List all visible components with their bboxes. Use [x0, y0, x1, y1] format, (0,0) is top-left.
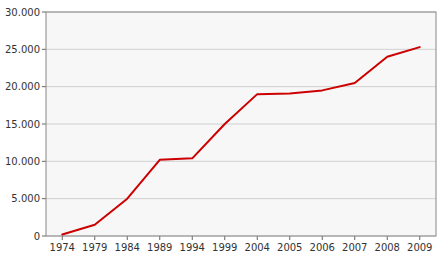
grid-line [46, 124, 436, 125]
x-tick-label: 1999 [212, 242, 237, 253]
x-tick-label: 2007 [342, 242, 367, 253]
x-tick-label: 1989 [147, 242, 172, 253]
x-tick [289, 236, 290, 240]
y-tick [42, 86, 46, 87]
chart-container: 0 5.000 10.000 15.000 20.000 25.000 30.000 1974… [0, 0, 448, 262]
x-tick-label: 1979 [82, 242, 107, 253]
x-tick [159, 236, 160, 240]
grid-line [46, 49, 436, 50]
x-tick-label: 2009 [407, 242, 432, 253]
y-tick-label: 0 [34, 231, 40, 242]
plot-frame [46, 12, 436, 236]
line [62, 47, 420, 234]
y-tick [42, 49, 46, 50]
x-tick-label: 2008 [375, 242, 400, 253]
y-tick [42, 161, 46, 162]
y-tick [42, 12, 46, 13]
grid-line [46, 161, 436, 162]
y-tick-label: 5.000 [11, 193, 40, 204]
x-tick [94, 236, 95, 240]
y-tick [42, 236, 46, 237]
x-tick-label: 2004 [245, 242, 270, 253]
x-tick [387, 236, 388, 240]
x-tick-label: 1994 [180, 242, 205, 253]
series-group [62, 47, 420, 234]
y-tick-label: 15.000 [5, 119, 40, 130]
x-tick [224, 236, 225, 240]
plot-background [46, 12, 436, 236]
grid [46, 12, 436, 236]
x-tick-label: 1974 [50, 242, 75, 253]
x-tick [62, 236, 63, 240]
grid-line [46, 86, 436, 87]
x-tick [127, 236, 128, 240]
chart: 0 5.000 10.000 15.000 20.000 25.000 30.000 1974… [0, 0, 448, 262]
x-tick-label: 2006 [310, 242, 335, 253]
y-tick-label: 10.000 [5, 156, 40, 167]
x-tick-label: 2005 [277, 242, 302, 253]
x-tick [322, 236, 323, 240]
x-tick [354, 236, 355, 240]
x-tick-label: 1984 [115, 242, 140, 253]
y-tick-label: 25.000 [5, 44, 40, 55]
x-tick [192, 236, 193, 240]
x-tick [257, 236, 258, 240]
grid-line [46, 198, 436, 199]
x-tick [419, 236, 420, 240]
y-tick-label: 20.000 [5, 81, 40, 92]
y-tick-label: 30.000 [5, 7, 40, 18]
y-tick [42, 124, 46, 125]
y-tick [42, 198, 46, 199]
